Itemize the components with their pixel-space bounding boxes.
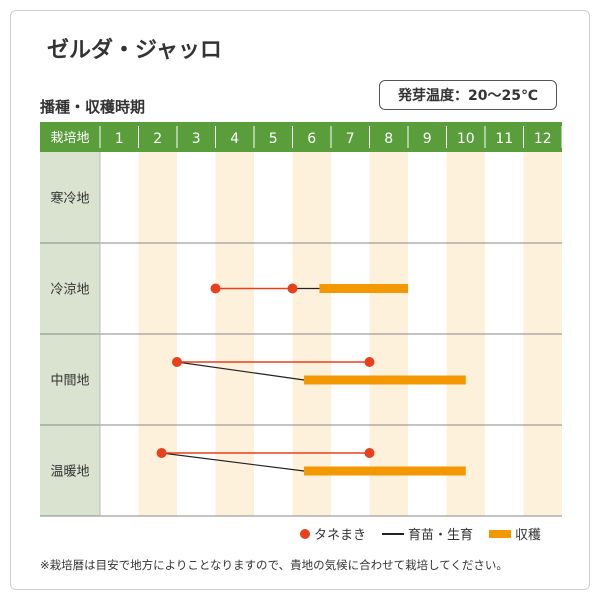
sowing-end-dot xyxy=(364,448,375,458)
month-label: 10 xyxy=(457,131,475,147)
month-label: 9 xyxy=(423,131,432,147)
legend-item-seedling: 育苗・生育 xyxy=(382,524,473,543)
legend-label-sowing: タネまき xyxy=(314,528,367,543)
month-label: 1 xyxy=(115,131,124,147)
sowing-end-dot xyxy=(287,283,298,294)
region-cell xyxy=(40,425,100,516)
month-label: 2 xyxy=(153,131,162,147)
region-cell xyxy=(40,334,100,425)
month-label: 6 xyxy=(307,131,316,147)
region-label: 温暖地 xyxy=(50,465,89,480)
legend-item-harvest: 収穫 xyxy=(489,524,541,543)
footnote: ※栽培暦は目安で地方によりことなりますので、貴地の気候に合わせて栽培してください… xyxy=(40,558,508,572)
harvest-bar xyxy=(304,375,466,385)
harvest-bar xyxy=(304,466,466,476)
legend-label-seedling: 育苗・生育 xyxy=(408,528,474,543)
month-label: 8 xyxy=(384,131,393,147)
month-label: 11 xyxy=(495,131,513,147)
chart-legend: タネまき 育苗・生育 収穫 xyxy=(300,524,557,543)
sowing-dot-icon xyxy=(300,528,310,539)
region-label: 中間地 xyxy=(50,374,89,389)
header-bar xyxy=(40,122,562,152)
section-title: 播種・収穫時期 xyxy=(40,98,146,116)
region-label: 寒冷地 xyxy=(50,191,89,207)
sowing-start-dot xyxy=(210,283,221,294)
harvest-bar xyxy=(319,284,408,293)
region-label: 冷涼地 xyxy=(50,283,89,298)
month-label: 7 xyxy=(346,131,355,147)
corner-label: 栽培地 xyxy=(50,130,89,146)
month-label: 3 xyxy=(192,131,201,147)
growth-line xyxy=(176,361,305,381)
month-label: 5 xyxy=(269,131,278,147)
sowing-end-dot xyxy=(364,357,375,367)
growth-line xyxy=(161,452,305,472)
region-cell xyxy=(40,152,100,243)
legend-label-harvest: 収穫 xyxy=(515,528,542,543)
sowing-start-dot xyxy=(156,448,167,458)
month-label: 12 xyxy=(534,131,552,147)
harvest-bar-icon xyxy=(489,529,512,538)
month-label: 4 xyxy=(230,131,239,147)
sowing-start-dot xyxy=(172,357,182,367)
region-cell xyxy=(40,243,100,334)
legend-item-sowing: タネまき xyxy=(300,524,366,543)
page-title: ゼルダ・ジャッロ xyxy=(47,38,222,63)
germination-temp-badge: 発芽温度：20～25℃ xyxy=(379,80,557,110)
seedling-line-icon xyxy=(382,532,405,535)
